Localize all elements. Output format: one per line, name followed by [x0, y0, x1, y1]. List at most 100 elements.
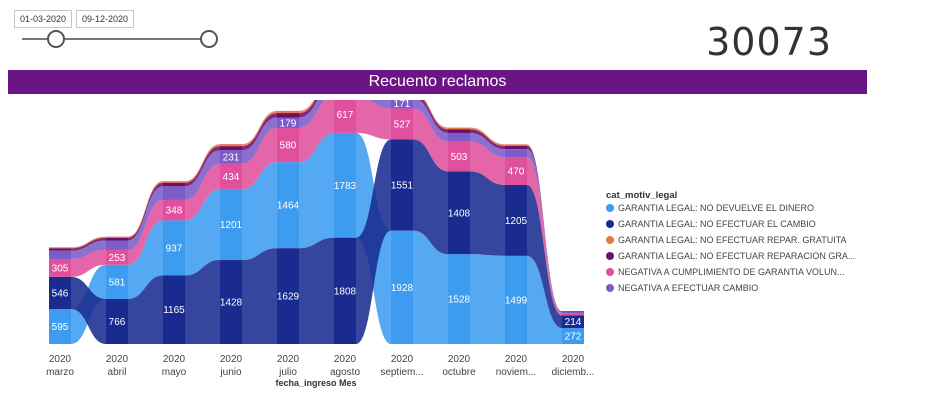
bar-segment[interactable] [220, 163, 242, 190]
bar-segment[interactable] [220, 146, 242, 151]
x-tick-year: 2020 [391, 354, 414, 365]
bar-segment[interactable] [106, 298, 128, 344]
ribbon-segment [299, 100, 316, 114]
bar-segment[interactable] [562, 328, 584, 344]
bar-segment[interactable] [106, 249, 128, 265]
bar-segment[interactable] [163, 182, 185, 187]
bar-segment[interactable] [49, 309, 71, 344]
bar-segment[interactable] [163, 181, 185, 183]
bar-segment[interactable] [448, 141, 470, 172]
x-axis-title: fecha_ingreso Mes [275, 378, 356, 388]
ribbon-segment [71, 237, 106, 251]
bar-segment[interactable] [49, 258, 71, 277]
end-date-box[interactable]: 09-12-2020 [76, 10, 135, 28]
legend-entry[interactable]: NEGATIVA A CUMPLIMIENTO DE GARANTIA VOLU… [618, 267, 845, 277]
start-date-box[interactable]: 01-03-2020 [14, 10, 73, 28]
ribbon-segment [242, 162, 277, 261]
bar-segment[interactable] [220, 150, 242, 164]
ribbon-segment [242, 117, 277, 164]
ribbon-segment [242, 110, 277, 147]
bar-segment[interactable] [448, 129, 470, 133]
bar-segment[interactable] [220, 189, 242, 261]
bar-segment[interactable] [277, 117, 299, 129]
bar-segment[interactable] [277, 248, 299, 344]
bar-segment[interactable] [562, 311, 584, 314]
bar-segment[interactable] [391, 100, 413, 109]
bar-segment[interactable] [334, 132, 356, 238]
bar-segment[interactable] [163, 186, 185, 200]
ribbon-segment [128, 220, 163, 299]
bar-segment[interactable] [505, 255, 527, 344]
ribbon-segment [299, 100, 326, 129]
bar-segment[interactable] [505, 144, 527, 146]
data-label: 1428 [220, 298, 243, 309]
ribbon-segment [128, 182, 163, 241]
data-label: 1201 [220, 220, 243, 231]
legend-entry[interactable]: NEGATIVA A EFECTUAR CAMBIO [618, 283, 758, 293]
bar-segment[interactable] [448, 171, 470, 255]
bar-segment[interactable] [505, 157, 527, 186]
data-label: 253 [109, 253, 126, 264]
bar-segment[interactable] [562, 311, 584, 312]
bar-segment[interactable] [106, 264, 128, 299]
data-label: 1528 [448, 295, 471, 306]
bar-segment[interactable] [106, 237, 128, 241]
legend-entry[interactable]: GARANTIA LEGAL: NO DEVUELVE EL DINERO [618, 203, 814, 213]
bar-segment[interactable] [391, 230, 413, 344]
date-range-slider[interactable] [20, 28, 225, 50]
x-tick-month: agosto [330, 367, 360, 378]
ribbon-segment [470, 132, 505, 158]
x-tick-year: 2020 [562, 354, 585, 365]
data-label: 766 [109, 317, 126, 328]
bar-segment[interactable] [220, 144, 242, 147]
data-label: 1928 [391, 283, 414, 294]
bar-segment[interactable] [391, 108, 413, 140]
bar-segment[interactable] [448, 132, 470, 142]
bar-segment[interactable] [277, 113, 299, 118]
bar-segment[interactable] [277, 128, 299, 163]
ribbon-segment [71, 236, 106, 249]
bar-segment[interactable] [49, 248, 71, 251]
bar-segment[interactable] [448, 127, 470, 130]
legend-marker [606, 220, 614, 228]
ribbon-segment [527, 157, 562, 316]
bar-segment[interactable] [106, 236, 128, 238]
bar-segment[interactable] [49, 250, 71, 259]
slider-start-handle[interactable] [47, 30, 65, 48]
bar-segment[interactable] [505, 149, 527, 158]
x-tick-month: octubre [442, 367, 476, 378]
bar-segment[interactable] [448, 254, 470, 344]
ribbon-segment [369, 100, 391, 109]
legend-entry[interactable]: GARANTIA LEGAL: NO EFECTUAR REPAR. GRATU… [618, 235, 847, 245]
legend-entry[interactable]: GARANTIA LEGAL: NO EFECTUAR EL CAMBIO [618, 219, 816, 229]
bar-segment[interactable] [562, 311, 584, 312]
bar-segment[interactable] [505, 145, 527, 150]
bar-segment[interactable] [277, 110, 299, 114]
ribbon-segment [423, 100, 448, 130]
ribbon-segment [299, 100, 318, 118]
bar-segment[interactable] [106, 240, 128, 250]
data-label: 580 [280, 141, 297, 152]
bar-segment[interactable] [505, 185, 527, 256]
data-label: 305 [52, 263, 69, 274]
slider-end-handle[interactable] [200, 30, 218, 48]
ribbon-segment [185, 144, 220, 183]
bar-segment[interactable] [334, 100, 356, 133]
legend-marker [606, 204, 614, 212]
bar-segment[interactable] [49, 247, 71, 249]
ribbon-segment [527, 185, 562, 329]
bar-segment[interactable] [334, 237, 356, 344]
bar-segment[interactable] [562, 313, 584, 316]
bar-segment[interactable] [277, 162, 299, 249]
bar-segment[interactable] [163, 220, 185, 276]
bar-segment[interactable] [49, 276, 71, 310]
data-label: 1629 [277, 292, 300, 303]
bar-segment[interactable] [163, 199, 185, 221]
bar-segment[interactable] [562, 315, 584, 329]
legend-entry[interactable]: GARANTIA LEGAL: NO EFECTUAR REPARACION G… [618, 251, 855, 261]
ribbon-segment [527, 145, 562, 312]
bar-segment[interactable] [391, 139, 413, 231]
bar-segment[interactable] [220, 260, 242, 344]
data-label: 1551 [391, 181, 414, 192]
bar-segment[interactable] [163, 275, 185, 344]
